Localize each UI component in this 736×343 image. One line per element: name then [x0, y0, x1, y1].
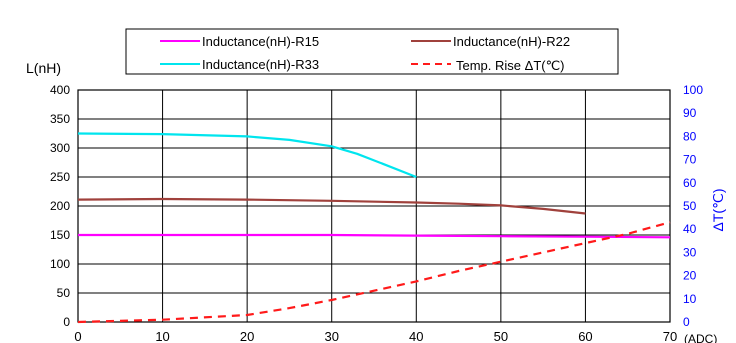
- y2-tick-label: 20: [683, 269, 697, 283]
- y-tick-label: 0: [63, 315, 70, 329]
- y2-tick-label: 0: [683, 315, 690, 329]
- y-tick-label: 400: [50, 83, 70, 97]
- y2-axis-label: ΔT(℃): [710, 189, 726, 232]
- legend: Inductance(nH)-R15 Inductance(nH)-R22 In…: [125, 28, 619, 75]
- x-tick-label: 50: [494, 329, 508, 343]
- y-tick-label: 100: [50, 257, 70, 271]
- y-tick-label: 250: [50, 170, 70, 184]
- legend-label-temp: Temp. Rise ΔT(℃): [456, 58, 565, 73]
- x-tick-label: 30: [324, 329, 338, 343]
- y2-tick-label: 40: [683, 222, 697, 236]
- y-tick-label: 300: [50, 141, 70, 155]
- series-line-2: [77, 132, 417, 179]
- x-tick-label: 70: [663, 329, 677, 343]
- y-tick-label: 50: [57, 286, 71, 300]
- series-line-0: [78, 233, 671, 239]
- x-tick-label: 20: [240, 329, 254, 343]
- y-tick-label: 150: [50, 228, 70, 242]
- y2-tick-label: 50: [683, 199, 697, 213]
- x-tick-label: 0: [74, 329, 81, 343]
- y2-tick-label: 80: [683, 129, 697, 143]
- legend-box: [125, 28, 619, 75]
- y-tick-label: 350: [50, 112, 70, 126]
- y2-tick-label: 90: [683, 106, 697, 120]
- y2-tick-label: 70: [683, 153, 697, 167]
- y-tick-labels: 0 50 100 150 200 250 300 350 400: [50, 83, 70, 329]
- series-lines: [77, 132, 671, 324]
- series-line-3: [77, 221, 671, 324]
- y2-tick-label: 30: [683, 245, 697, 259]
- legend-label-r22: Inductance(nH)-R22: [453, 34, 570, 49]
- x-axis-unit: (ADC): [684, 332, 717, 343]
- x-tick-label: 10: [155, 329, 169, 343]
- series-line-1: [77, 197, 586, 215]
- y2-tick-labels: 0 10 20 30 40 50 60 70 80 90 100: [683, 83, 703, 329]
- x-tick-label: 40: [409, 329, 423, 343]
- y2-tick-label: 10: [683, 292, 697, 306]
- y-tick-label: 200: [50, 199, 70, 213]
- legend-label-r15: Inductance(nH)-R15: [202, 34, 319, 49]
- legend-label-r33: Inductance(nH)-R33: [202, 57, 319, 72]
- x-tick-labels: 0 10 20 30 40 50 60 70: [74, 329, 677, 343]
- y2-tick-label: 60: [683, 176, 697, 190]
- y-axis-label: L(nH): [26, 60, 61, 76]
- x-tick-label: 60: [578, 329, 592, 343]
- y2-tick-label: 100: [683, 83, 703, 97]
